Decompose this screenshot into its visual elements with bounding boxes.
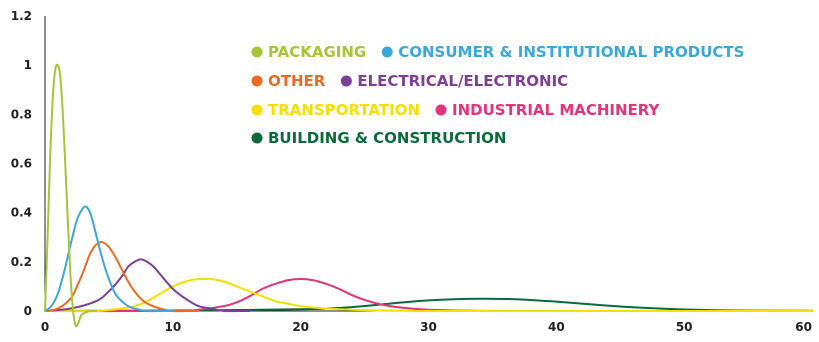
series-line-packaging [44, 63, 98, 328]
x-tick-label: 40 [548, 320, 565, 334]
y-tick-label: 1 [24, 58, 32, 72]
legend-marker-electrical-electronic [340, 75, 352, 87]
legend-label-packaging: PACKAGING [268, 43, 366, 61]
y-tick-label: 0.4 [11, 206, 32, 220]
x-tick-label: 20 [292, 320, 309, 334]
legend-label-consumer-institutional-products: CONSUMER & INSTITUTIONAL PRODUCTS [398, 43, 744, 61]
x-tick-label: 0 [41, 320, 49, 334]
y-tick-label: 1.2 [11, 9, 32, 23]
x-tick-label: 10 [164, 320, 181, 334]
legend-label-transportation: TRANSPORTATION [268, 101, 420, 119]
legend-marker-packaging [251, 46, 263, 58]
legend: PACKAGING CONSUMER & INSTITUTIONAL PRODUC… [251, 43, 744, 147]
x-tick-label: 30 [420, 320, 437, 334]
y-tick-label: 0.8 [11, 107, 32, 121]
series-line-other [44, 241, 200, 313]
series-line-industrial-machinery [44, 278, 813, 313]
legend-label-building-construction: BUILDING & CONSTRUCTION [268, 129, 506, 147]
series-lines [44, 63, 813, 328]
series-line-electrical-electronic [44, 258, 251, 313]
legend-marker-building-construction [251, 132, 263, 144]
series-line-consumer-institutional-products [44, 205, 174, 313]
legend-marker-consumer-institutional-products [381, 46, 393, 58]
legend-label-electrical-electronic: ELECTRICAL/ELECTRONIC [357, 72, 568, 90]
y-tick-label: 0.2 [11, 255, 32, 269]
legend-marker-transportation [251, 104, 263, 116]
y-tick-label: 0.6 [11, 157, 32, 171]
series-line-transportation [44, 277, 813, 313]
x-tick-label: 60 [795, 320, 812, 334]
series-line-building-construction [44, 297, 813, 312]
legend-marker-other [251, 75, 263, 87]
y-tick-label: 0 [24, 304, 32, 318]
x-tick-label: 50 [676, 320, 693, 334]
legend-label-other: OTHER [268, 72, 326, 90]
legend-label-industrial-machinery: INDUSTRIAL MACHINERY [452, 101, 661, 119]
legend-marker-industrial-machinery [435, 104, 447, 116]
